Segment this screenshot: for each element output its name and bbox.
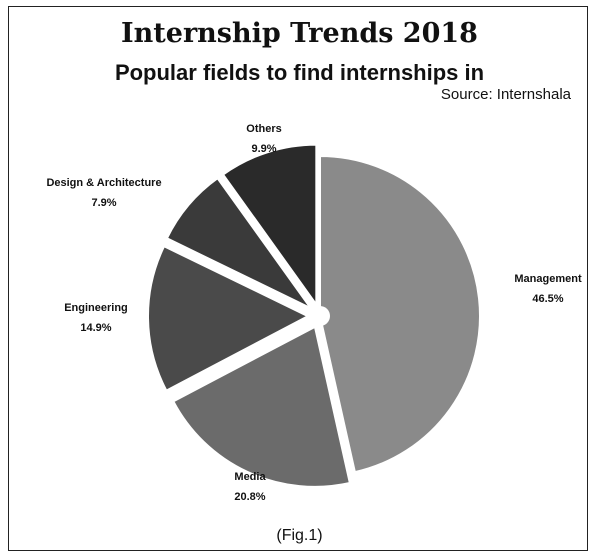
slice-value-label: 14.9% <box>80 322 111 334</box>
pie-slice-design-architecture <box>165 176 312 310</box>
pie-center-hub <box>310 306 330 326</box>
pie-slice-media <box>171 325 352 488</box>
slice-label: Management <box>514 273 582 285</box>
chart-source: Source: Internshala <box>440 86 571 103</box>
slice-value-label: 9.9% <box>251 143 276 155</box>
pie-slice-management <box>319 154 481 474</box>
pie-slice-others <box>221 143 318 308</box>
pie-slice-engineering <box>147 244 311 392</box>
figure-frame <box>8 6 588 551</box>
slice-value-label: 46.5% <box>532 293 563 305</box>
slice-value-label: 7.9% <box>91 197 116 209</box>
chart-title: Internship Trends 2018 <box>121 18 478 49</box>
figure-caption: (Fig.1) <box>276 527 323 544</box>
slice-label: Design & Architecture <box>46 177 161 189</box>
slice-value-label: 20.8% <box>234 491 265 503</box>
slice-label: Media <box>234 471 266 483</box>
chart-subtitle: Popular fields to find internships in <box>114 60 485 85</box>
slice-label: Others <box>246 123 281 135</box>
slice-label: Engineering <box>64 302 128 314</box>
